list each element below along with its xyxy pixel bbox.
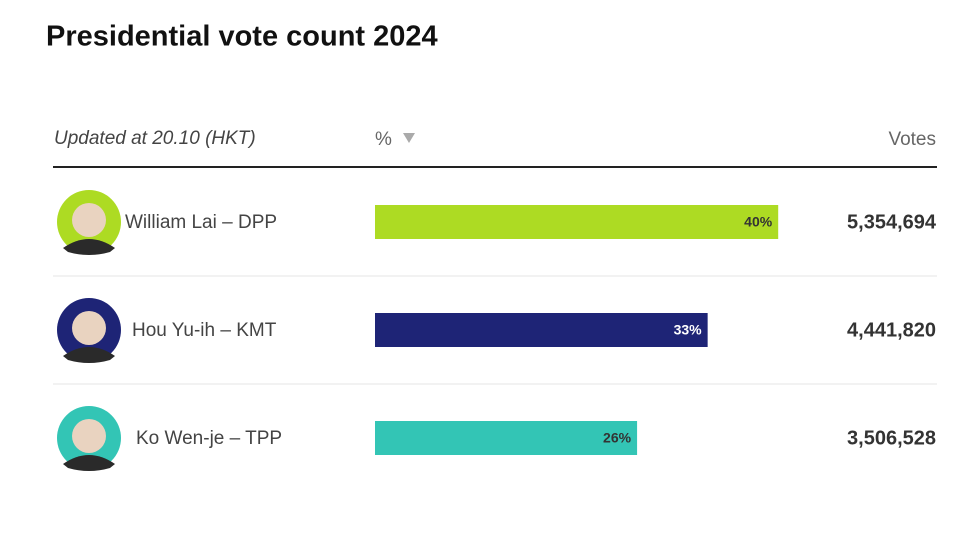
avatar-shoulders: [63, 455, 115, 471]
candidate-name: William Lai – DPP: [125, 212, 277, 233]
chart-title: Presidential vote count 2024: [46, 21, 438, 53]
value-label: 33%: [674, 322, 703, 338]
avatar-shoulders: [63, 347, 115, 363]
value-label: 40%: [744, 214, 773, 230]
sort-icon[interactable]: [403, 133, 415, 143]
value-label: 26%: [603, 430, 632, 446]
bar: [375, 205, 779, 239]
subtitle: Updated at 20.10 (HKT): [54, 128, 256, 149]
avatar-shoulders: [63, 239, 115, 255]
avatar-face: [72, 419, 106, 453]
bar: [375, 313, 708, 347]
avatar-face: [72, 203, 106, 237]
vote-count: 5,354,694: [847, 211, 937, 233]
percent-header[interactable]: %: [375, 129, 392, 150]
avatar-face: [72, 311, 106, 345]
votes-header: Votes: [888, 129, 936, 150]
vote-count: 4,441,820: [847, 319, 936, 341]
bar: [375, 421, 638, 455]
vote-count: 3,506,528: [847, 427, 936, 449]
candidate-name: Hou Yu-ih – KMT: [132, 320, 277, 341]
candidate-name: Ko Wen-je – TPP: [136, 428, 282, 449]
